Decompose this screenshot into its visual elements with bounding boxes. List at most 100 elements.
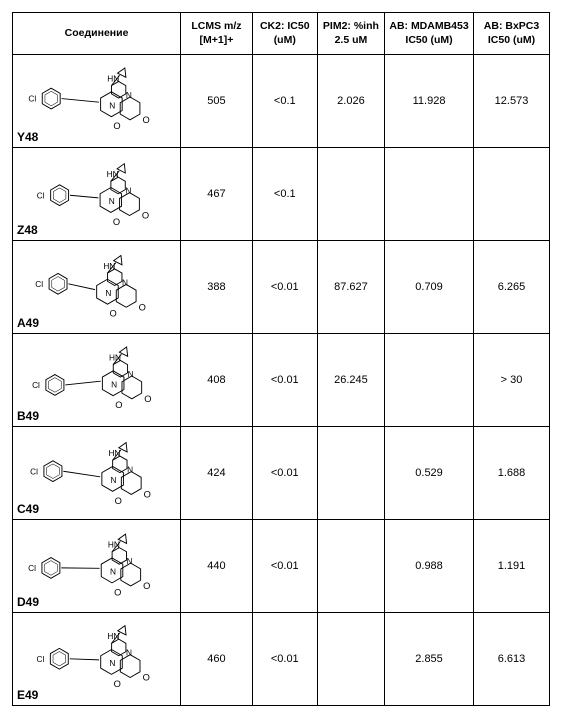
table-body: OOHNClNNY48505<0.12.02611.92812.573OOHNC… <box>13 55 550 706</box>
compound-cell: OOHNClNND49 <box>13 520 181 613</box>
svg-text:N: N <box>109 100 115 110</box>
svg-text:N: N <box>110 567 116 577</box>
cell-lcms: 505 <box>181 55 253 148</box>
cell-bxpc3: 1.191 <box>474 520 550 613</box>
svg-text:O: O <box>142 211 149 221</box>
cell-mdamb: 2.855 <box>385 613 474 706</box>
svg-text:N: N <box>122 277 128 287</box>
svg-text:Cl: Cl <box>35 279 43 289</box>
cell-bxpc3: 1.688 <box>474 427 550 520</box>
cell-ck2: <0.01 <box>252 427 317 520</box>
cell-pim2: 26.245 <box>317 334 384 427</box>
cell-mdamb <box>385 334 474 427</box>
svg-text:N: N <box>111 379 117 389</box>
svg-text:O: O <box>143 673 150 683</box>
svg-text:N: N <box>127 556 133 566</box>
cell-pim2 <box>317 613 384 706</box>
cell-mdamb: 0.529 <box>385 427 474 520</box>
cell-bxpc3 <box>474 148 550 241</box>
svg-text:O: O <box>144 490 151 500</box>
cell-bxpc3: 6.265 <box>474 241 550 334</box>
table-row: OOHNClNNE49460<0.012.8556.613 <box>13 613 550 706</box>
svg-text:O: O <box>110 309 117 319</box>
svg-text:Cl: Cl <box>28 94 36 104</box>
header-lcms: LCMS m/z [M+1]+ <box>181 13 253 55</box>
cell-ck2: <0.01 <box>252 613 317 706</box>
cell-lcms: 467 <box>181 148 253 241</box>
svg-text:Cl: Cl <box>30 466 38 476</box>
cell-lcms: 408 <box>181 334 253 427</box>
cell-ck2: <0.1 <box>252 148 317 241</box>
svg-text:O: O <box>142 115 149 125</box>
header-bxpc3: AB: BxPC3 IC50 (uM) <box>474 13 550 55</box>
svg-text:O: O <box>115 496 122 506</box>
svg-text:N: N <box>109 658 115 668</box>
compound-id-label: E49 <box>17 688 38 702</box>
cell-lcms: 440 <box>181 520 253 613</box>
cell-ck2: <0.01 <box>252 520 317 613</box>
table-row: OOHNClNNB49408<0.0126.245> 30 <box>13 334 550 427</box>
header-row: Соединение LCMS m/z [M+1]+ CK2: IC50 (uM… <box>13 13 550 55</box>
cell-pim2 <box>317 148 384 241</box>
cell-bxpc3: 6.613 <box>474 613 550 706</box>
cell-lcms: 460 <box>181 613 253 706</box>
svg-text:N: N <box>127 465 133 475</box>
cell-bxpc3: 12.573 <box>474 55 550 148</box>
table-row: OOHNClNND49440<0.010.9881.191 <box>13 520 550 613</box>
cell-mdamb: 11.928 <box>385 55 474 148</box>
compound-cell: OOHNClNNZ48 <box>13 148 181 241</box>
svg-text:Cl: Cl <box>37 654 45 664</box>
table-head: Соединение LCMS m/z [M+1]+ CK2: IC50 (uM… <box>13 13 550 55</box>
svg-text:N: N <box>128 369 134 379</box>
compound-cell: OOHNClNNE49 <box>13 613 181 706</box>
svg-text:Cl: Cl <box>28 563 36 573</box>
table-row: OOHNClNNZ48467<0.1 <box>13 148 550 241</box>
svg-text:O: O <box>139 302 146 312</box>
cell-bxpc3: > 30 <box>474 334 550 427</box>
compound-cell: OOHNClNNB49 <box>13 334 181 427</box>
compound-id-label: C49 <box>17 502 39 516</box>
svg-text:O: O <box>113 121 120 131</box>
cell-pim2 <box>317 427 384 520</box>
header-pim2: PIM2: %inh 2.5 uM <box>317 13 384 55</box>
svg-text:O: O <box>113 217 120 227</box>
svg-text:N: N <box>126 90 132 100</box>
cell-ck2: <0.01 <box>252 241 317 334</box>
compound-cell: OOHNClNNA49 <box>13 241 181 334</box>
cell-ck2: <0.01 <box>252 334 317 427</box>
cell-pim2: 2.026 <box>317 55 384 148</box>
svg-text:O: O <box>144 394 151 404</box>
table-row: OOHNClNNY48505<0.12.02611.92812.573 <box>13 55 550 148</box>
cell-ck2: <0.1 <box>252 55 317 148</box>
table-row: OOHNClNNA49388<0.0187.6270.7096.265 <box>13 241 550 334</box>
svg-text:O: O <box>143 581 150 591</box>
compound-table: Соединение LCMS m/z [M+1]+ CK2: IC50 (uM… <box>12 12 550 706</box>
cell-pim2 <box>317 520 384 613</box>
compound-id-label: D49 <box>17 595 39 609</box>
header-compound: Соединение <box>13 13 181 55</box>
svg-text:N: N <box>105 288 111 298</box>
svg-text:N: N <box>126 648 132 658</box>
compound-id-label: Y48 <box>17 130 38 144</box>
cell-mdamb <box>385 148 474 241</box>
header-ck2: CK2: IC50 (uM) <box>252 13 317 55</box>
svg-text:Cl: Cl <box>32 380 40 390</box>
cell-lcms: 424 <box>181 427 253 520</box>
cell-pim2: 87.627 <box>317 241 384 334</box>
svg-text:O: O <box>115 400 122 410</box>
compound-id-label: Z48 <box>17 223 38 237</box>
cell-mdamb: 0.988 <box>385 520 474 613</box>
compound-id-label: B49 <box>17 409 39 423</box>
compound-cell: OOHNClNNY48 <box>13 55 181 148</box>
header-mdamb: AB: MDAMB453 IC50 (uM) <box>385 13 474 55</box>
svg-text:N: N <box>125 186 131 196</box>
svg-text:Cl: Cl <box>37 190 45 200</box>
table-row: OOHNClNNC49424<0.010.5291.688 <box>13 427 550 520</box>
svg-text:N: N <box>109 196 115 206</box>
svg-text:N: N <box>111 475 117 485</box>
compound-cell: OOHNClNNC49 <box>13 427 181 520</box>
svg-text:O: O <box>114 587 121 597</box>
compound-id-label: A49 <box>17 316 39 330</box>
cell-mdamb: 0.709 <box>385 241 474 334</box>
cell-lcms: 388 <box>181 241 253 334</box>
